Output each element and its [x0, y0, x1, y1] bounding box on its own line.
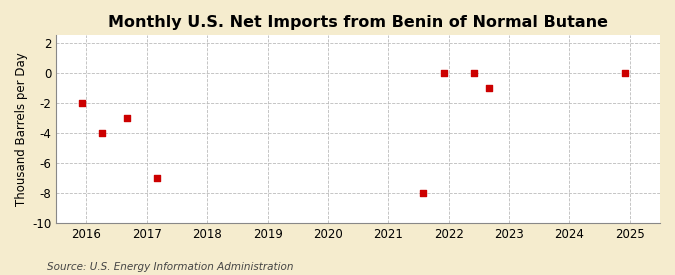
Point — [76, 101, 87, 105]
Text: Source: U.S. Energy Information Administration: Source: U.S. Energy Information Administ… — [47, 262, 294, 272]
Point — [439, 71, 450, 75]
Title: Monthly U.S. Net Imports from Benin of Normal Butane: Monthly U.S. Net Imports from Benin of N… — [108, 15, 608, 30]
Point — [418, 191, 429, 195]
Point — [468, 71, 479, 75]
Y-axis label: Thousand Barrels per Day: Thousand Barrels per Day — [15, 52, 28, 206]
Point — [96, 131, 107, 135]
Point — [122, 116, 132, 120]
Point — [484, 86, 495, 90]
Point — [152, 176, 163, 180]
Point — [620, 71, 630, 75]
